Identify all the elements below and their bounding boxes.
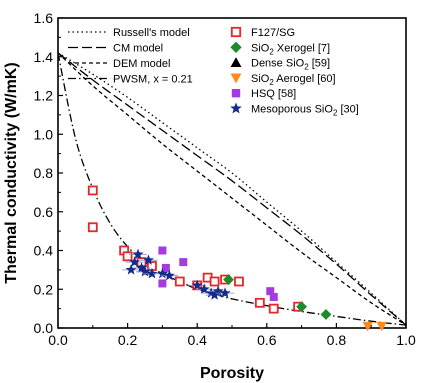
point-filled-square-5 (158, 279, 167, 288)
y-tick-label: 0.0 (34, 320, 54, 336)
legend-marker-1 (230, 41, 242, 53)
legend-label-series-3: SiO2 Aerogel [60] (251, 73, 336, 87)
legend-marker-0 (230, 26, 242, 38)
model-curve-0 (57, 52, 407, 326)
legend-marker-4 (231, 89, 241, 98)
point-star-8 (163, 269, 175, 281)
point-star-9 (191, 279, 203, 291)
point-open-square-12 (234, 276, 244, 287)
y-tick-label: 0.8 (34, 165, 54, 181)
legend-label-series-0: F127/SG (251, 27, 295, 39)
point-star-2 (132, 248, 144, 260)
point-star-6 (146, 267, 158, 279)
legend-label-model-1: CM model (113, 43, 163, 55)
point-star-4 (139, 266, 151, 277)
legend-label-series-4: HSQ [58] (251, 88, 296, 100)
data-markers (87, 185, 387, 332)
x-tick-label: 0.4 (187, 332, 207, 348)
x-tick-label: 0.8 (327, 332, 347, 348)
point-star-11 (205, 287, 217, 298)
point-open-square-1 (87, 222, 98, 233)
point-filled-square-4 (269, 293, 278, 301)
point-star-14 (219, 287, 231, 298)
point-triangle-down-1 (376, 321, 387, 332)
y-axis-title: Thermal conductivity (W/mK) (3, 62, 20, 283)
point-open-square-14 (268, 303, 279, 314)
x-tick-label: 0.2 (118, 332, 138, 348)
x-tick-label: 0.0 (48, 332, 68, 348)
point-star-12 (209, 289, 221, 300)
point-open-square-10 (209, 276, 220, 287)
point-filled-square-3 (266, 287, 275, 296)
point-star-13 (212, 285, 224, 296)
y-tick-label: 0.4 (34, 243, 54, 259)
legend-marker-3 (230, 73, 242, 84)
legend-marker-5 (230, 102, 242, 114)
y-tick-label: 0.2 (34, 281, 54, 297)
point-triangle-down-0 (362, 321, 373, 332)
point-filled-square-1 (161, 263, 170, 272)
y-tick-label: 1.0 (34, 126, 54, 142)
point-open-square-0 (87, 185, 98, 196)
legend-label-series-2: Dense SiO2 [59] (251, 58, 330, 72)
point-open-square-3 (122, 251, 133, 262)
point-diamond-1 (296, 301, 307, 313)
model-curves (57, 52, 407, 326)
point-star-3 (136, 262, 147, 273)
legend-label-model-0: Russell's model (113, 27, 190, 39)
y-tick-label: 1.2 (34, 88, 54, 104)
legend-label-series-5: Mesoporous SiO2 [30] (251, 104, 359, 118)
point-open-square-13 (254, 297, 265, 308)
x-tick-label: 0.6 (257, 332, 277, 348)
point-star-0 (125, 264, 137, 275)
x-tick-label: 1.0 (396, 332, 416, 348)
x-axis-title: Porosity (200, 365, 264, 382)
legend: Russell's model CM model DEM model PWSM, x … (68, 26, 359, 118)
legend-label-model-3: PWSM, x = 0.21 (113, 74, 193, 86)
model-curve-1 (57, 52, 407, 326)
point-star-7 (156, 267, 168, 279)
y-tick-label: 0.6 (34, 204, 54, 220)
legend-marker-2 (230, 57, 242, 67)
legend-label-series-1: SiO2 Xerogel [7] (251, 42, 330, 56)
point-star-5 (143, 254, 154, 265)
point-diamond-0 (223, 274, 234, 285)
model-curve-2 (57, 52, 407, 326)
y-tick-label: 1.4 (34, 49, 54, 65)
legend-label-model-2: DEM model (113, 58, 170, 70)
point-open-square-7 (174, 276, 185, 287)
axis-ticks: 0.0 0.2 0.4 0.6 0.8 1.0 0.0 0.2 0.4 0.6 0.8 1.0 1.2 1… (34, 10, 416, 348)
point-star-1 (129, 256, 141, 267)
y-tick-label: 1.6 (34, 10, 54, 26)
point-star-10 (198, 283, 210, 294)
point-diamond-2 (320, 309, 332, 320)
point-filled-square-2 (179, 258, 188, 267)
point-filled-square-0 (158, 246, 167, 255)
